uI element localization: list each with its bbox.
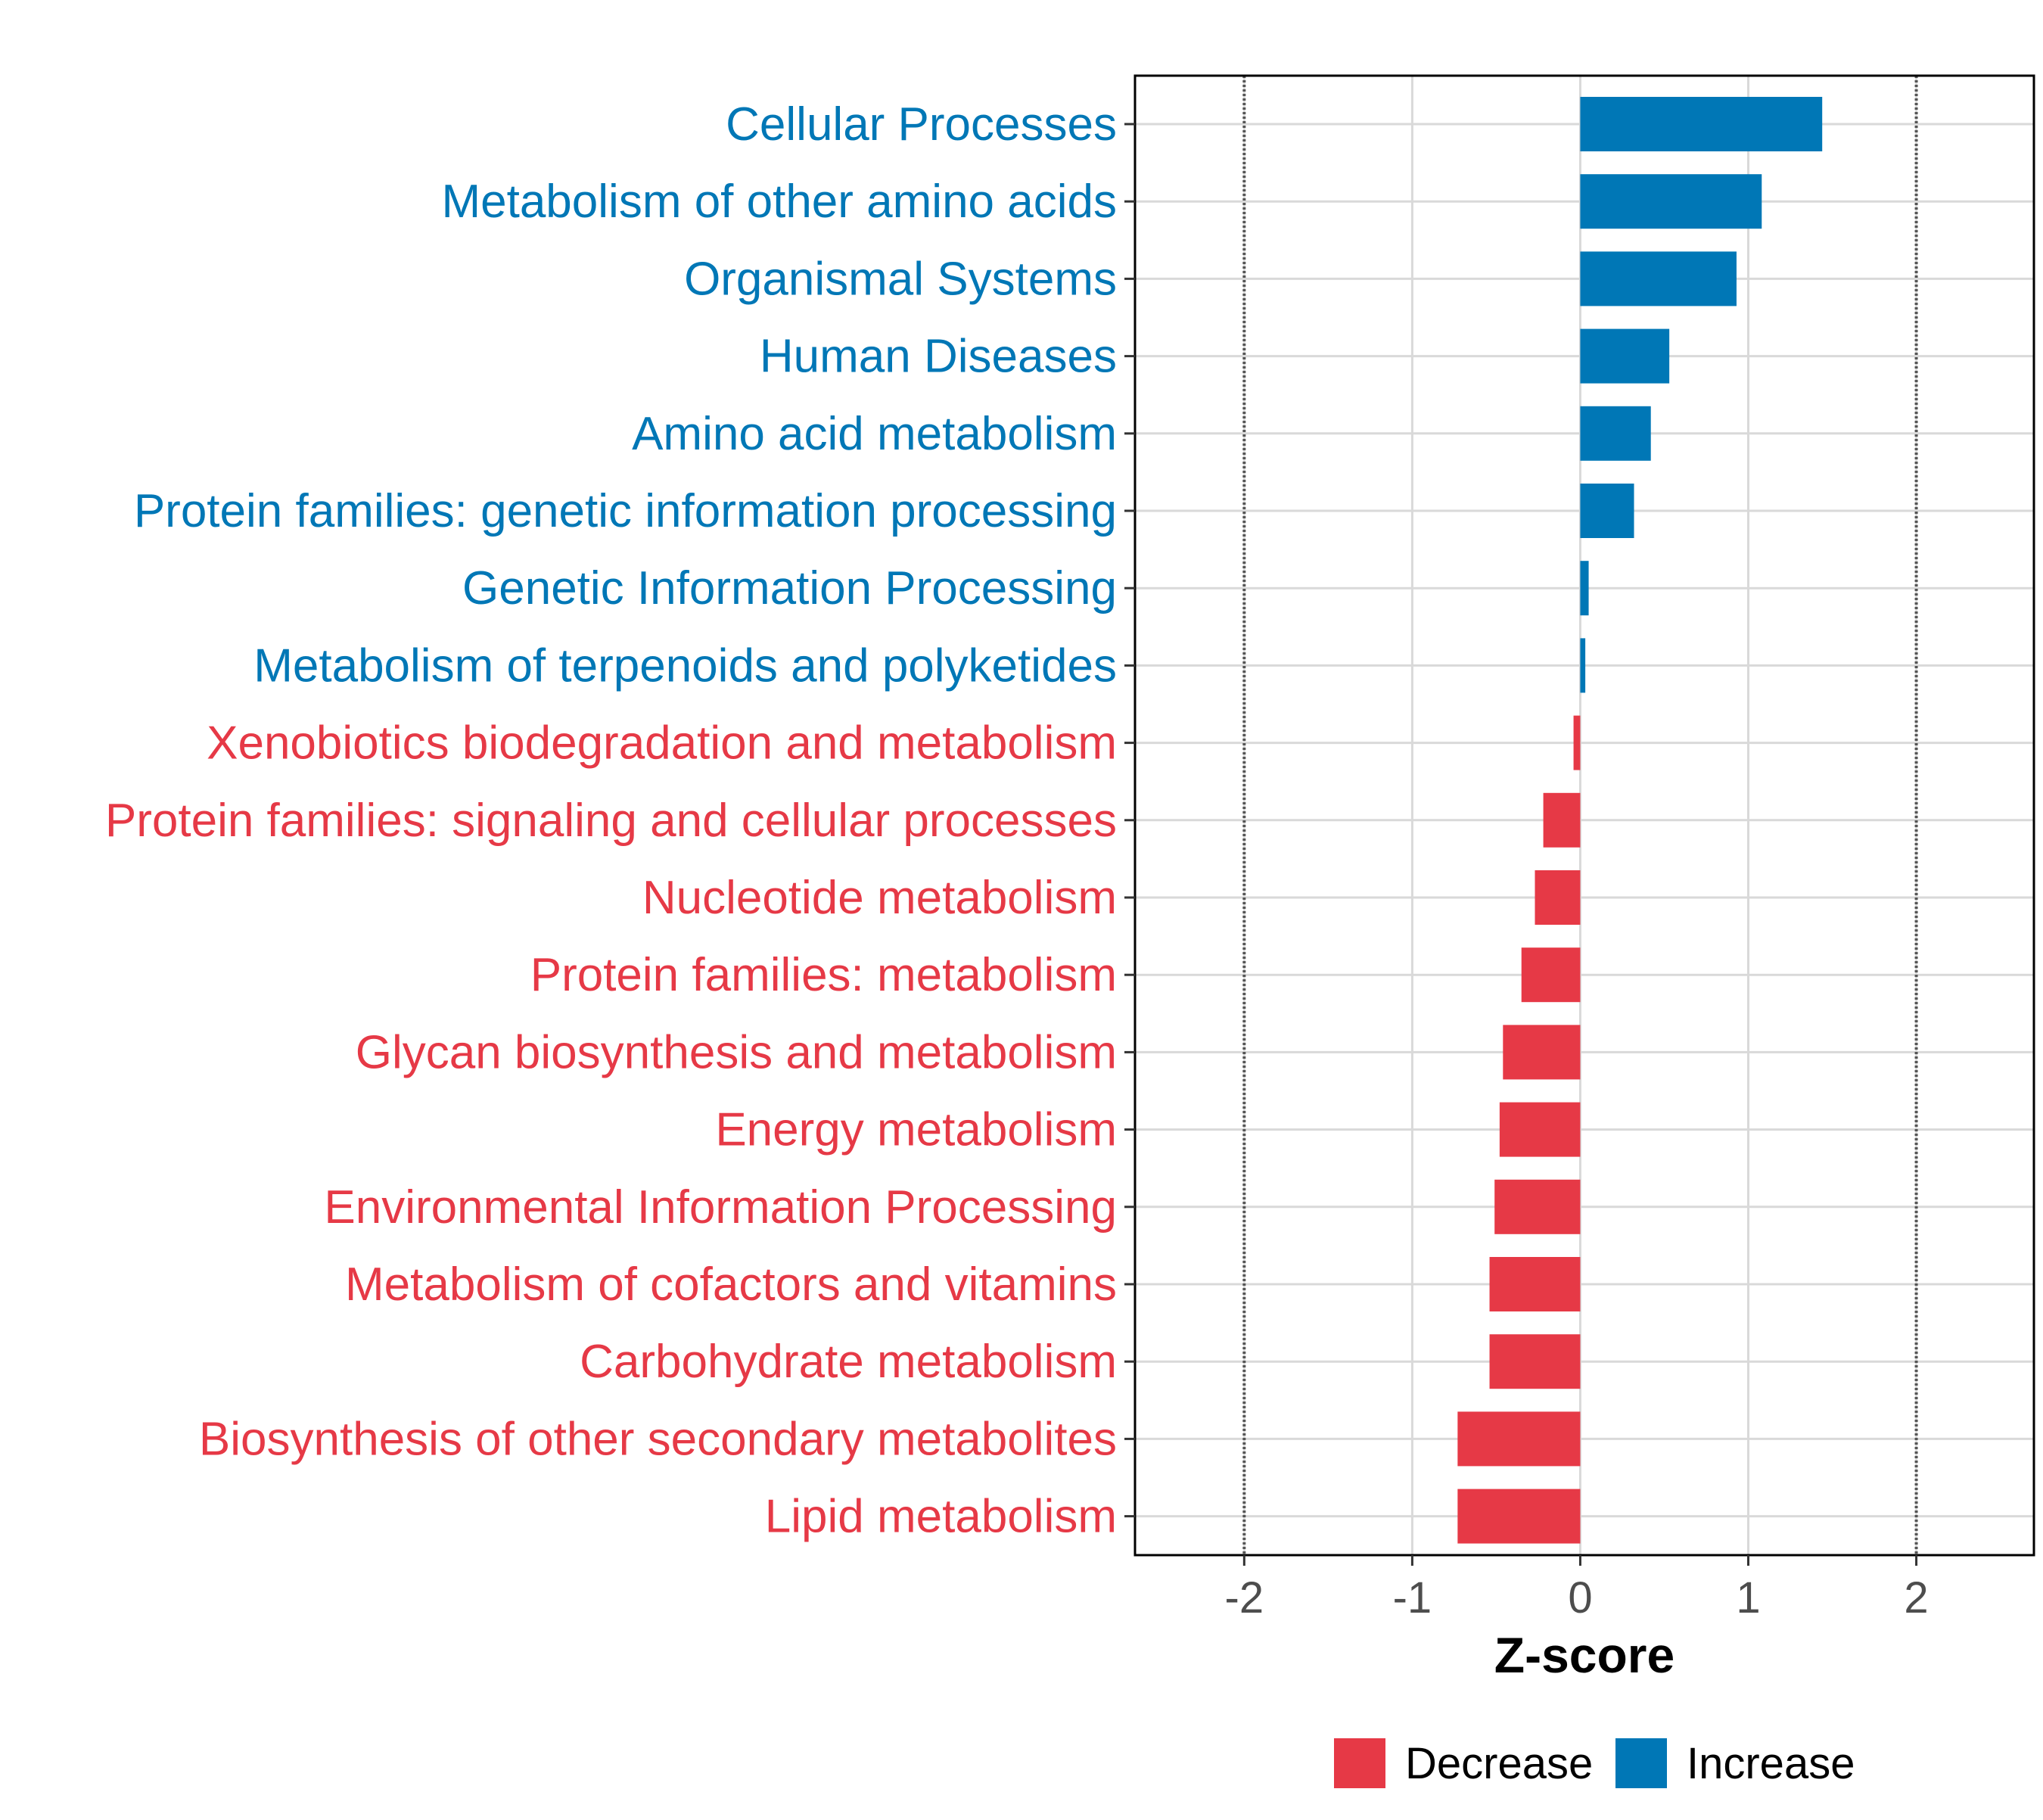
legend-swatch — [1334, 1738, 1385, 1788]
category-label: Glycan biosynthesis and metabolism — [356, 1026, 1117, 1078]
bar — [1543, 792, 1581, 848]
category-label: Amino acid metabolism — [632, 408, 1117, 460]
bar — [1580, 561, 1589, 616]
category-label: Carbohydrate metabolism — [580, 1336, 1117, 1388]
bar — [1494, 1179, 1581, 1234]
category-label: Metabolism of cofactors and vitamins — [345, 1258, 1117, 1311]
category-label: Metabolism of other amino acids — [441, 176, 1117, 228]
bar — [1580, 97, 1823, 151]
category-label: Xenobiotics biodegradation and metabolis… — [207, 717, 1117, 770]
bar — [1580, 174, 1762, 229]
bar — [1521, 947, 1581, 1003]
legend-swatch — [1615, 1738, 1667, 1788]
bar — [1573, 715, 1581, 770]
bars — [1457, 97, 1823, 1544]
category-label: Biosynthesis of other secondary metaboli… — [199, 1413, 1117, 1465]
x-tick-label: -1 — [1393, 1573, 1432, 1622]
bar — [1580, 406, 1651, 461]
bar — [1489, 1257, 1581, 1311]
category-label: Organismal Systems — [684, 253, 1117, 305]
bar — [1457, 1411, 1581, 1467]
category-label: Metabolism of terpenoids and polyketides — [253, 639, 1117, 692]
category-label: Nucleotide metabolism — [642, 872, 1117, 924]
y-axis-ticks: Cellular Processes Metabolism of other am… — [105, 98, 1135, 1543]
x-axis-ticks: -2 -1 0 1 2 — [1225, 1555, 1929, 1622]
bar — [1457, 1489, 1581, 1544]
category-label: Lipid metabolism — [765, 1491, 1117, 1543]
bar — [1580, 251, 1737, 306]
x-axis-title: Z-score — [1494, 1627, 1675, 1683]
bar — [1503, 1025, 1581, 1080]
reference-lines — [1242, 76, 1918, 1555]
category-label: Genetic Information Processing — [462, 562, 1117, 614]
bar — [1489, 1334, 1581, 1389]
category-label: Cellular Processes — [726, 98, 1117, 151]
bar — [1580, 328, 1670, 384]
bar — [1535, 870, 1581, 925]
bar — [1499, 1102, 1581, 1157]
bar — [1580, 638, 1586, 693]
legend-label: Increase — [1687, 1739, 1855, 1788]
x-tick-label: 2 — [1904, 1573, 1928, 1622]
category-label: Protein families: genetic information pr… — [134, 485, 1117, 537]
category-label: Protein families: signaling and cellular… — [105, 795, 1117, 847]
x-tick-label: -2 — [1225, 1573, 1264, 1622]
category-label: Human Diseases — [760, 331, 1117, 383]
category-label: Protein families: metabolism — [530, 949, 1117, 1001]
legend: Decrease Increase — [1334, 1738, 1855, 1788]
x-tick-label: 0 — [1568, 1573, 1592, 1622]
category-label: Environmental Information Processing — [324, 1181, 1117, 1234]
legend-label: Decrease — [1405, 1739, 1593, 1788]
x-tick-label: 1 — [1736, 1573, 1760, 1622]
bar — [1580, 484, 1634, 538]
category-label: Energy metabolism — [715, 1104, 1117, 1156]
panel-border — [1133, 74, 2035, 1557]
